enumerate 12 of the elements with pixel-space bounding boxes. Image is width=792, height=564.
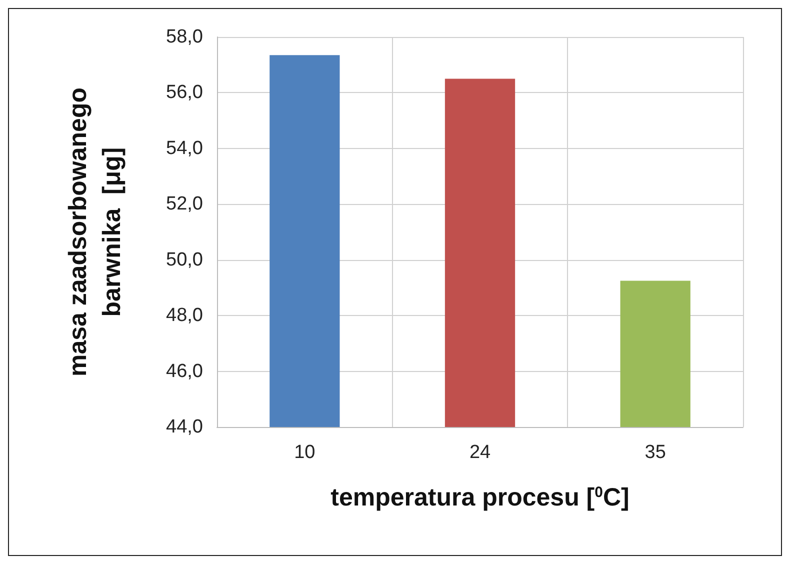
x-tick-label: 35 — [644, 442, 666, 463]
y-tick-label: 52,0 — [166, 194, 203, 215]
y-tick-label: 50,0 — [166, 249, 203, 270]
x-tick-label: 10 — [294, 442, 316, 463]
y-axis-title: masa zaadsorbowanego barwnika [μg] — [64, 88, 126, 376]
y-tick-label: 46,0 — [166, 360, 203, 382]
y-tick-label: 48,0 — [166, 305, 203, 326]
x-tick-label: 24 — [469, 442, 491, 463]
y-tick-label: 56,0 — [166, 82, 203, 104]
y-tick-label: 58,0 — [166, 26, 203, 48]
y-tick-label: 44,0 — [166, 416, 203, 438]
y-tick-label: 54,0 — [166, 138, 203, 159]
